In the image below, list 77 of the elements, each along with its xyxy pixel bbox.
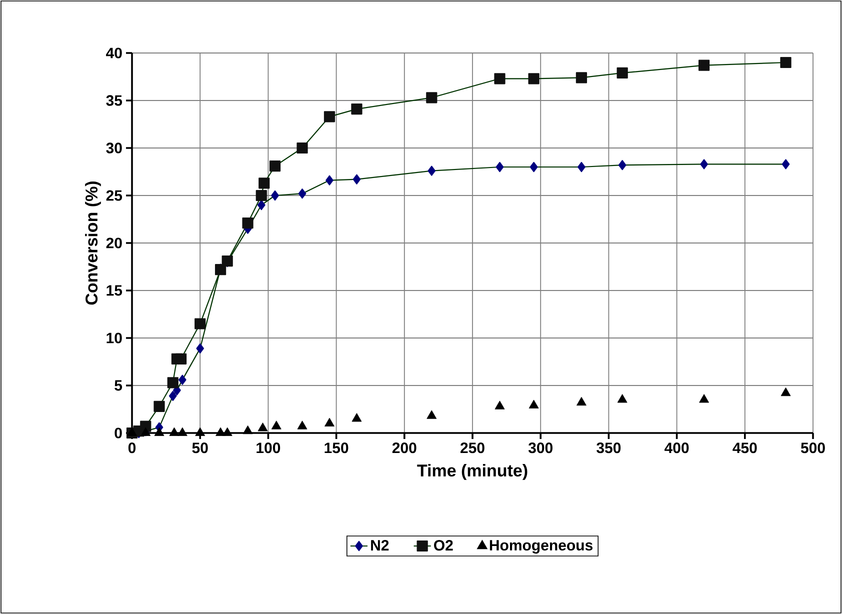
point <box>269 160 281 172</box>
x-tick-label: 100 <box>256 442 280 454</box>
point <box>324 418 334 426</box>
point <box>426 410 437 419</box>
legend-label: O2 <box>434 540 453 551</box>
point <box>578 162 586 172</box>
x-tick-label: 350 <box>596 442 621 454</box>
point <box>351 104 362 115</box>
point <box>699 394 710 403</box>
x-tick-label: 250 <box>460 442 484 454</box>
point <box>700 159 708 170</box>
y-tick-label: 15 <box>106 285 122 296</box>
legend-label: N2 <box>371 540 389 550</box>
point <box>271 190 279 201</box>
point <box>169 427 180 436</box>
point <box>782 159 790 170</box>
point <box>426 92 438 104</box>
point <box>256 190 267 202</box>
point <box>242 425 253 434</box>
y-tick-label: 20 <box>106 238 122 248</box>
point <box>258 422 268 432</box>
x-tick-label: 500 <box>800 442 825 454</box>
y-tick-label: 10 <box>106 332 122 344</box>
x-tick-label: 0 <box>128 442 136 454</box>
point <box>297 420 308 430</box>
point <box>195 427 206 436</box>
point <box>576 396 586 406</box>
point <box>326 175 334 186</box>
legend-label: Homogeneous <box>490 540 592 554</box>
point <box>222 427 232 436</box>
point <box>780 387 791 396</box>
point <box>178 374 186 385</box>
x-tick-label: 450 <box>732 442 757 454</box>
point <box>242 218 254 229</box>
point <box>298 188 306 199</box>
point <box>324 111 336 122</box>
point <box>530 162 538 172</box>
y-tick-label: 25 <box>106 190 122 201</box>
point <box>576 72 588 84</box>
point <box>271 420 282 430</box>
point <box>617 394 628 403</box>
point <box>168 390 177 402</box>
point <box>177 427 188 436</box>
point <box>428 166 436 176</box>
y-tick-label: 5 <box>114 380 122 391</box>
point <box>780 56 792 68</box>
x-tick-label: 300 <box>528 442 552 454</box>
point <box>494 400 505 410</box>
point <box>257 200 266 210</box>
point <box>175 353 187 364</box>
point <box>494 73 506 84</box>
y-tick-label: 40 <box>106 48 122 58</box>
point <box>528 400 539 408</box>
point <box>352 413 362 422</box>
point <box>528 73 540 84</box>
point <box>196 343 204 354</box>
point <box>127 427 137 436</box>
point <box>352 174 361 184</box>
y-tick-label: 0 <box>114 428 122 438</box>
x-tick-label: 400 <box>664 442 689 454</box>
point <box>258 178 270 189</box>
point <box>194 318 206 330</box>
x-tick-label: 150 <box>324 442 348 454</box>
point <box>167 377 178 388</box>
x-axis-title: Time (minute) <box>417 464 528 480</box>
point <box>698 60 710 71</box>
point <box>154 400 165 412</box>
point <box>496 162 504 172</box>
point <box>154 427 164 436</box>
point <box>296 142 308 154</box>
point <box>618 160 626 170</box>
y-axis-title: Conversion (%) <box>85 182 101 305</box>
y-tick-label: 35 <box>106 95 122 106</box>
x-tick-label: 200 <box>392 442 416 454</box>
y-tick-label: 30 <box>106 142 122 154</box>
x-tick-label: 50 <box>192 442 208 454</box>
point <box>616 67 628 79</box>
